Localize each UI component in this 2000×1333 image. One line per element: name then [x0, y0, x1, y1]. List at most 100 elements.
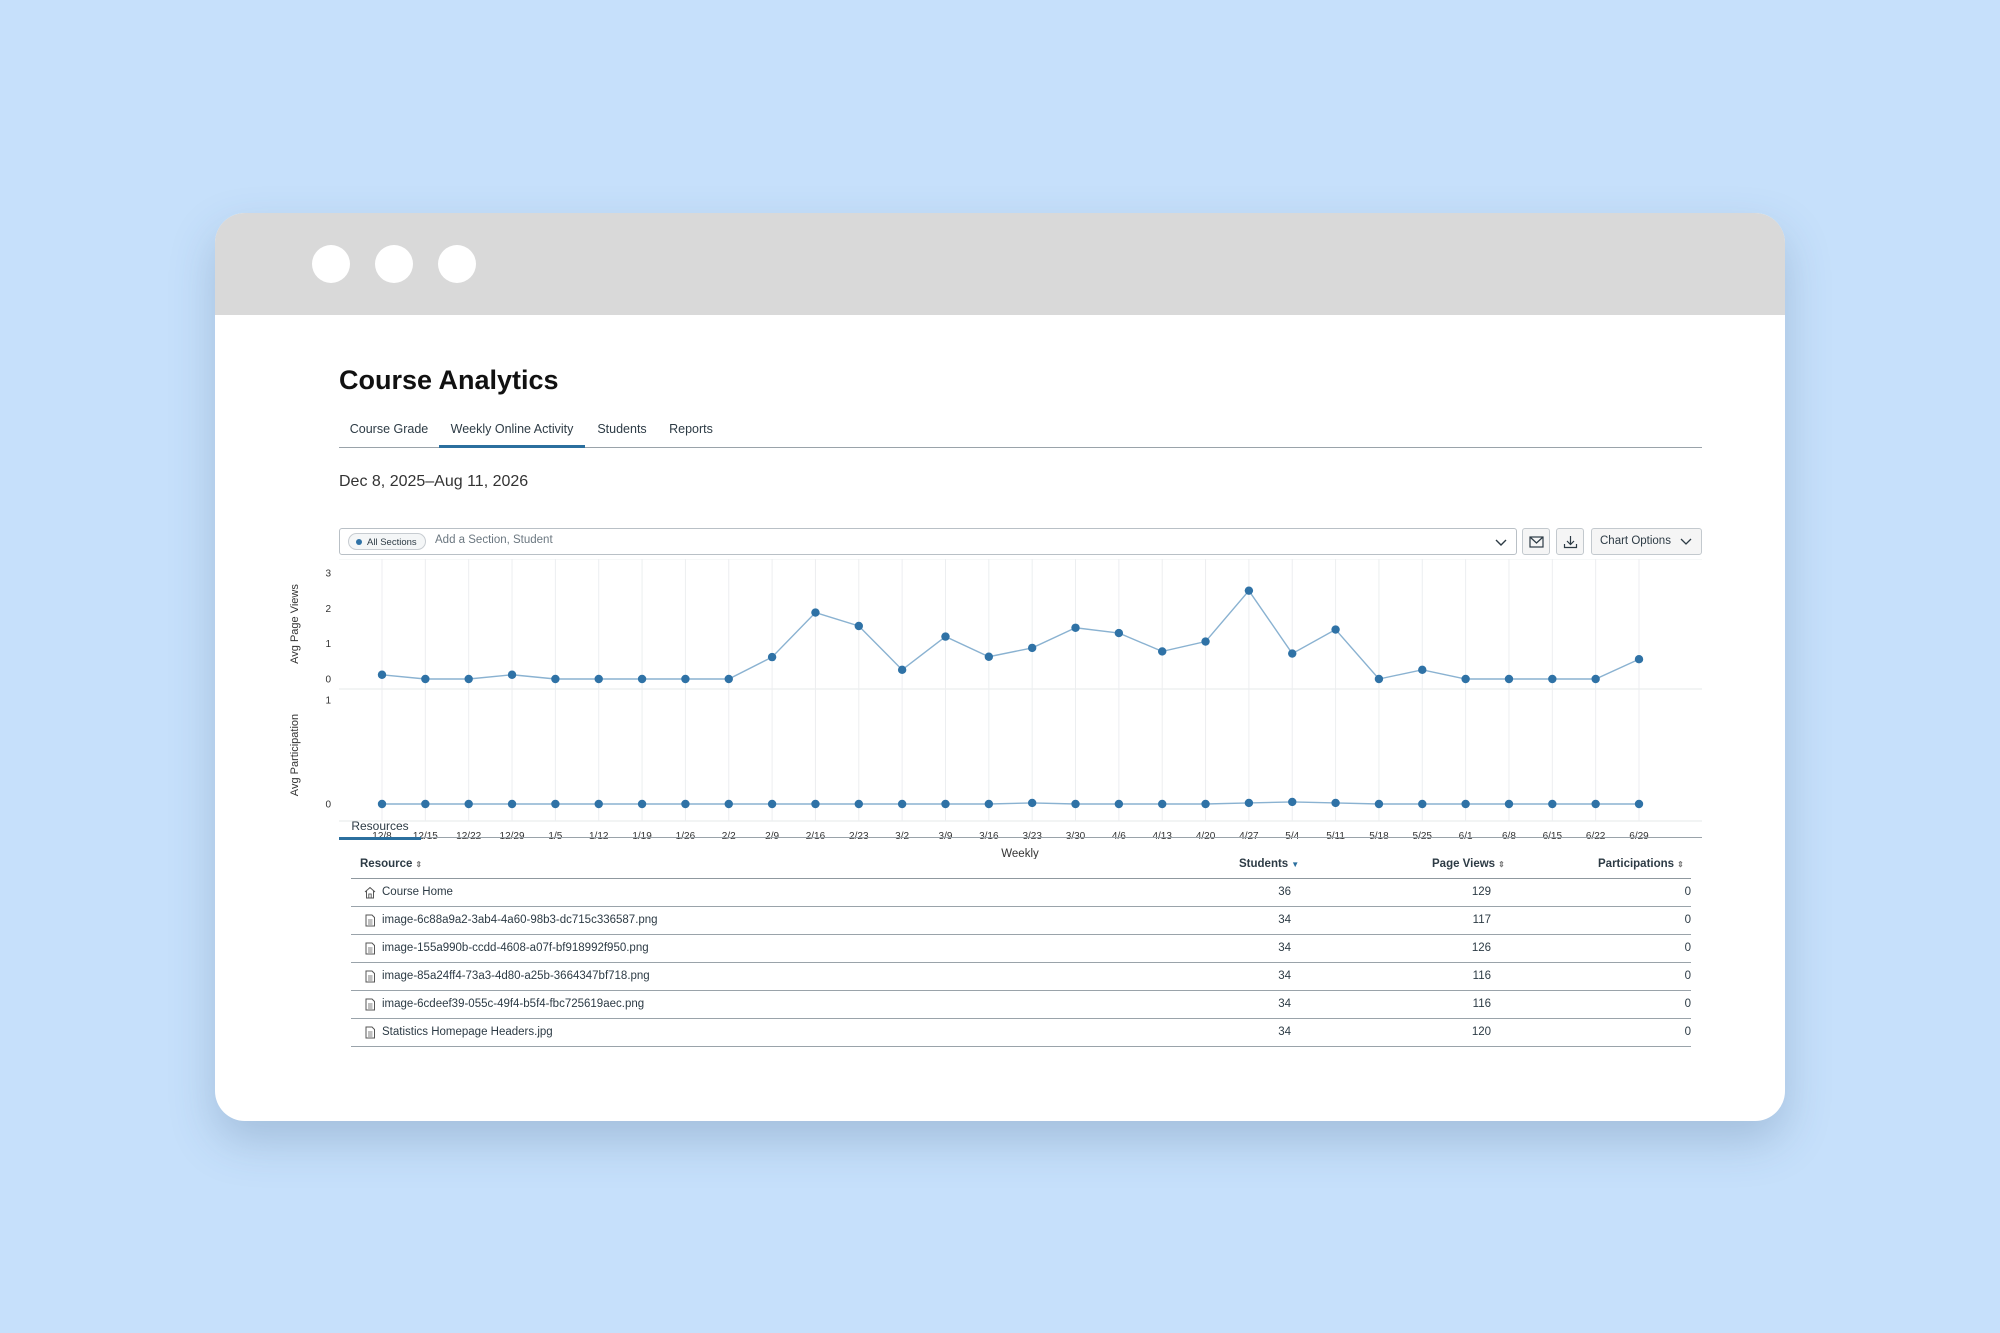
students-count: 36	[1278, 886, 1291, 898]
x-axis-label: Weekly	[1001, 848, 1039, 859]
data-point	[897, 665, 907, 675]
data-point	[854, 799, 863, 809]
data-point	[1418, 665, 1427, 675]
data-point	[1114, 628, 1124, 638]
data-point	[464, 674, 473, 684]
x-tick-label: 4/27	[1239, 831, 1259, 842]
data-point	[1504, 799, 1514, 809]
page-views-count: 126	[1471, 942, 1491, 954]
data-point	[1244, 586, 1254, 595]
column-header-resource[interactable]: Resource ⇕	[360, 851, 422, 878]
resource-name[interactable]: image-155a990b-ccdd-4608-a07f-bf918992f9…	[382, 942, 649, 954]
tab-reports[interactable]: Reports	[669, 422, 713, 436]
x-tick-label: 1/12	[589, 831, 609, 842]
window-control-maximize[interactable]	[438, 245, 476, 283]
data-point	[811, 608, 820, 617]
data-point	[1027, 798, 1037, 808]
data-point	[637, 799, 647, 809]
sort-desc-icon: ▼	[1291, 860, 1300, 869]
x-tick-label: 1/19	[632, 831, 652, 842]
window-control-minimize[interactable]	[375, 245, 413, 283]
data-point	[594, 799, 603, 809]
table-row[interactable]: Statistics Homepage Headers.jpg 34 120 0	[351, 1019, 1691, 1047]
data-point	[421, 674, 430, 684]
students-count: 34	[1278, 914, 1291, 926]
tab-resources[interactable]: Resources	[339, 817, 421, 840]
column-header-students[interactable]: Students ▼	[1239, 851, 1299, 878]
resource-name[interactable]: image-6c88a9a2-3ab4-4a60-98b3-dc715c3365…	[382, 914, 658, 926]
data-point	[1548, 674, 1557, 684]
window-control-close[interactable]	[312, 245, 350, 283]
x-tick-label: 6/1	[1459, 831, 1473, 842]
data-point	[1548, 799, 1557, 809]
column-label: Students	[1239, 858, 1289, 870]
x-tick-label: 2/16	[806, 831, 826, 842]
date-range: Dec 8, 2025–Aug 11, 2026	[339, 473, 529, 490]
data-point	[1331, 798, 1340, 808]
data-point	[421, 799, 430, 809]
x-tick-label: 4/13	[1152, 831, 1172, 842]
page-title: Course Analytics	[339, 365, 559, 395]
y-axis-label: Avg Page Views	[289, 584, 301, 664]
column-header-page-views[interactable]: Page Views ⇕	[1432, 851, 1505, 878]
data-point	[1071, 623, 1080, 632]
resource-name[interactable]: Statistics Homepage Headers.jpg	[382, 1026, 553, 1038]
column-header-participations[interactable]: Participations ⇕	[1598, 851, 1684, 878]
message-students-button[interactable]	[1522, 528, 1550, 555]
series-line	[382, 801, 1639, 805]
data-point	[1634, 799, 1644, 809]
data-point	[1591, 799, 1600, 809]
x-tick-label: 5/4	[1285, 831, 1299, 842]
sort-icon: ⇕	[415, 860, 423, 869]
x-tick-label: 5/25	[1413, 831, 1433, 842]
resource-name[interactable]: image-85a24ff4-73a3-4d80-a25b-3664347bf7…	[382, 970, 650, 982]
x-tick-label: 12/29	[500, 831, 525, 842]
chip-label: All Sections	[367, 537, 417, 548]
x-tick-label: 1/26	[676, 831, 696, 842]
table-row[interactable]: image-155a990b-ccdd-4608-a07f-bf918992f9…	[351, 935, 1691, 963]
page-content: Course Analytics Course Grade Weekly Onl…	[215, 315, 1785, 1121]
data-point	[1158, 647, 1167, 656]
series-line	[381, 589, 1640, 680]
document-icon	[365, 914, 375, 927]
data-point	[767, 652, 777, 662]
participations-count: 0	[1684, 914, 1691, 926]
data-point	[767, 799, 777, 809]
sort-icon: ⇕	[1498, 860, 1505, 869]
y-tick-label: 1	[325, 696, 331, 707]
chevron-down-icon[interactable]	[1494, 535, 1508, 549]
data-point	[1331, 625, 1340, 634]
resource-name[interactable]: image-6cdeef39-055c-49f4-b5f4-fbc725619a…	[382, 998, 645, 1010]
data-point	[724, 799, 733, 809]
resource-name[interactable]: Course Home	[382, 886, 453, 898]
x-tick-label: 2/23	[849, 831, 869, 842]
tab-weekly-online-activity[interactable]: Weekly Online Activity	[439, 415, 585, 448]
data-point	[1374, 799, 1384, 809]
download-button[interactable]	[1556, 528, 1584, 555]
students-count: 34	[1278, 970, 1291, 982]
all-sections-chip[interactable]: All Sections	[348, 533, 426, 550]
x-tick-label: 2/2	[722, 831, 736, 842]
data-point	[1418, 799, 1427, 809]
tab-course-grade[interactable]: Course Grade	[349, 422, 429, 436]
page-views-count: 116	[1472, 998, 1491, 1010]
table-row[interactable]: Course Home 36 129 0	[351, 879, 1691, 907]
chart-options-button[interactable]: Chart Options	[1591, 528, 1702, 555]
table-row[interactable]: image-6c88a9a2-3ab4-4a60-98b3-dc715c3365…	[351, 907, 1691, 935]
data-point	[724, 674, 733, 684]
participations-count: 0	[1684, 970, 1691, 982]
data-point	[1374, 674, 1384, 684]
page-views-count: 120	[1471, 1026, 1491, 1038]
x-tick-label: 12/22	[456, 831, 481, 842]
data-point	[1591, 674, 1600, 684]
table-row[interactable]: image-6cdeef39-055c-49f4-b5f4-fbc725619a…	[351, 991, 1691, 1019]
table-row[interactable]: image-85a24ff4-73a3-4d80-a25b-3664347bf7…	[351, 963, 1691, 991]
data-point	[941, 632, 950, 641]
data-point	[854, 621, 863, 631]
participations-count: 0	[1684, 886, 1691, 898]
data-point	[1201, 799, 1210, 809]
x-tick-label: 6/22	[1586, 831, 1606, 842]
section-student-filter[interactable]: All Sections Add a Section, Student	[339, 528, 1517, 555]
analytics-tabs: Course Grade Weekly Online Activity Stud…	[339, 415, 1702, 448]
tab-students[interactable]: Students	[597, 422, 647, 436]
